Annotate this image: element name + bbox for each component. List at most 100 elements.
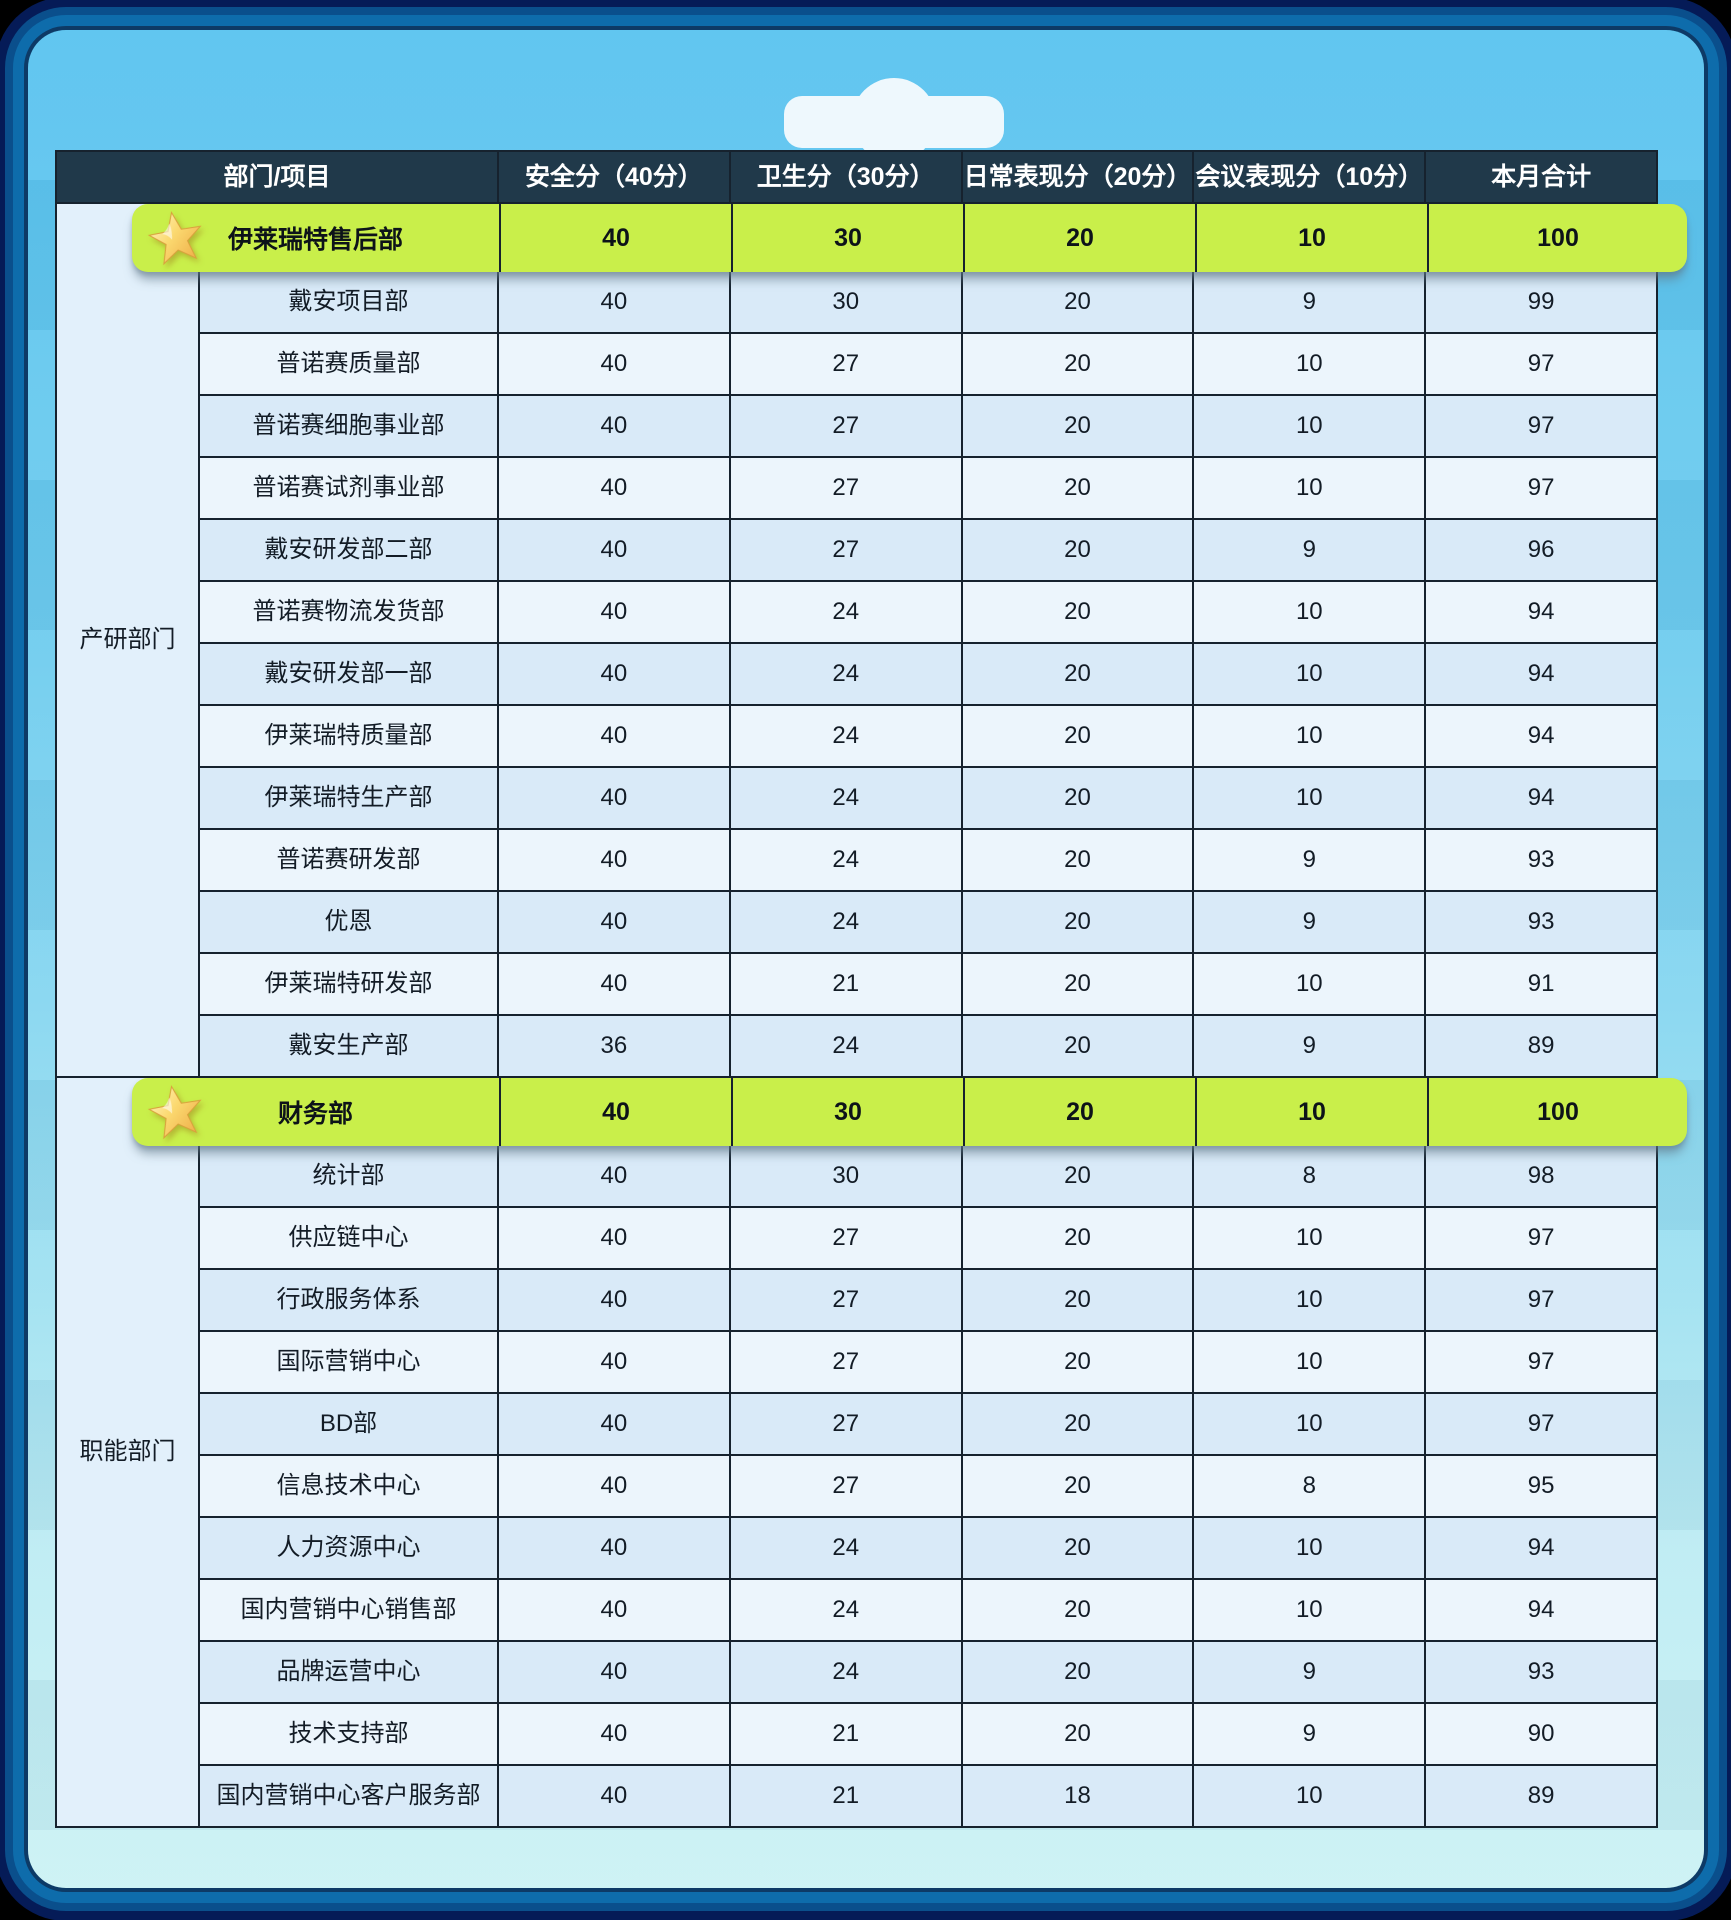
score-cell: 20 — [962, 830, 1195, 892]
score-cell: 91 — [1426, 954, 1658, 1016]
score-cell: 95 — [1426, 1456, 1658, 1518]
score-cell: 20 — [962, 1208, 1195, 1270]
score-cell: 10 — [1194, 768, 1427, 830]
score-cell: 10 — [1194, 334, 1427, 396]
score-table: 部门/项目 安全分（40分） 卫生分（30分） 日常表现分（20分） 会议表现分（10分… — [55, 150, 1687, 1828]
score-cell: 9 — [1194, 1704, 1427, 1766]
score-cell: 10 — [1194, 1580, 1427, 1642]
score-cell: 20 — [962, 396, 1195, 458]
score-cell: 97 — [1426, 1270, 1658, 1332]
department-name: 统计部 — [200, 1146, 499, 1208]
department-name: 普诺赛物流发货部 — [200, 582, 499, 644]
score-cell: 20 — [962, 272, 1195, 334]
score-cell: 40 — [499, 1704, 731, 1766]
department-name: 普诺赛研发部 — [200, 830, 499, 892]
score-cell: 20 — [962, 1394, 1195, 1456]
star-icon — [147, 1085, 202, 1140]
score-cell: 21 — [730, 1766, 963, 1828]
score-cell: 9 — [1194, 830, 1427, 892]
score-cell: 93 — [1426, 1642, 1658, 1704]
department-name: 优恩 — [200, 892, 499, 954]
score-cell: 30 — [731, 204, 963, 272]
score-cell: 27 — [730, 1332, 963, 1394]
score-cell: 20 — [962, 892, 1195, 954]
group-label: 产研部门 — [57, 204, 200, 1078]
score-cell: 40 — [499, 644, 731, 706]
score-cell: 94 — [1426, 644, 1658, 706]
score-cell: 10 — [1194, 1270, 1427, 1332]
score-cell: 94 — [1426, 1518, 1658, 1580]
score-cell: 10 — [1194, 954, 1427, 1016]
score-cell: 21 — [730, 954, 963, 1016]
score-cell: 10 — [1195, 1078, 1427, 1146]
score-cell: 27 — [730, 1208, 963, 1270]
score-cell: 20 — [962, 644, 1195, 706]
score-cell: 97 — [1426, 334, 1658, 396]
score-cell: 24 — [730, 644, 963, 706]
score-cell: 10 — [1194, 706, 1427, 768]
score-cell: 40 — [499, 1518, 731, 1580]
score-cell: 30 — [730, 272, 963, 334]
department-name: 国内营销中心销售部 — [200, 1580, 499, 1642]
score-cell: 40 — [499, 204, 731, 272]
score-cell: 94 — [1426, 1580, 1658, 1642]
department-name: 伊莱瑞特研发部 — [200, 954, 499, 1016]
score-cell: 40 — [499, 396, 731, 458]
department-name: 品牌运营中心 — [200, 1642, 499, 1704]
score-cell: 24 — [730, 1518, 963, 1580]
score-cell: 40 — [499, 1078, 731, 1146]
score-cell: 9 — [1194, 520, 1427, 582]
score-cell: 40 — [499, 1270, 731, 1332]
score-cell: 20 — [962, 1642, 1195, 1704]
score-cell: 99 — [1426, 272, 1658, 334]
department-name: BD部 — [200, 1394, 499, 1456]
score-cell: 10 — [1194, 1332, 1427, 1394]
score-cell: 90 — [1426, 1704, 1658, 1766]
score-cell: 40 — [499, 1456, 731, 1518]
score-cell: 40 — [499, 768, 731, 830]
department-name: 普诺赛细胞事业部 — [200, 396, 499, 458]
score-cell: 20 — [962, 1518, 1195, 1580]
score-cell: 10 — [1194, 644, 1427, 706]
score-cell: 97 — [1426, 1394, 1658, 1456]
score-cell: 8 — [1194, 1456, 1427, 1518]
score-cell: 24 — [730, 582, 963, 644]
department-name: 戴安项目部 — [200, 272, 499, 334]
score-cell: 9 — [1194, 892, 1427, 954]
score-cell: 40 — [499, 1146, 731, 1208]
score-cell: 10 — [1195, 204, 1427, 272]
score-cell: 10 — [1194, 1766, 1427, 1828]
score-cell: 98 — [1426, 1146, 1658, 1208]
score-cell: 97 — [1426, 458, 1658, 520]
score-cell: 96 — [1426, 520, 1658, 582]
score-cell: 20 — [963, 1078, 1195, 1146]
score-cell: 40 — [499, 334, 731, 396]
score-cell: 100 — [1427, 1078, 1687, 1146]
score-cell: 20 — [962, 1016, 1195, 1078]
score-cell: 40 — [499, 1580, 731, 1642]
department-name: 技术支持部 — [200, 1704, 499, 1766]
score-cell: 20 — [962, 334, 1195, 396]
score-cell: 36 — [499, 1016, 731, 1078]
score-cell: 40 — [499, 830, 731, 892]
score-cell: 24 — [730, 1016, 963, 1078]
score-cell: 21 — [730, 1704, 963, 1766]
score-cell: 40 — [499, 582, 731, 644]
score-cell: 18 — [962, 1766, 1195, 1828]
score-cell: 27 — [730, 520, 963, 582]
score-cell: 10 — [1194, 582, 1427, 644]
score-cell: 10 — [1194, 396, 1427, 458]
column-header: 日常表现分（20分） — [962, 152, 1195, 204]
score-cell: 20 — [962, 520, 1195, 582]
column-header-department: 部门/项目 — [57, 152, 499, 204]
score-cell: 24 — [730, 768, 963, 830]
department-name: 戴安研发部一部 — [200, 644, 499, 706]
department-name: 人力资源中心 — [200, 1518, 499, 1580]
score-cell: 20 — [962, 1456, 1195, 1518]
score-cell: 10 — [1194, 1208, 1427, 1270]
score-cell: 10 — [1194, 1518, 1427, 1580]
score-cell: 94 — [1426, 768, 1658, 830]
score-cell: 40 — [499, 954, 731, 1016]
highlighted-row: 伊莱瑞特售后部 40 30 20 10 100 — [132, 204, 1687, 272]
score-cell: 40 — [499, 458, 731, 520]
